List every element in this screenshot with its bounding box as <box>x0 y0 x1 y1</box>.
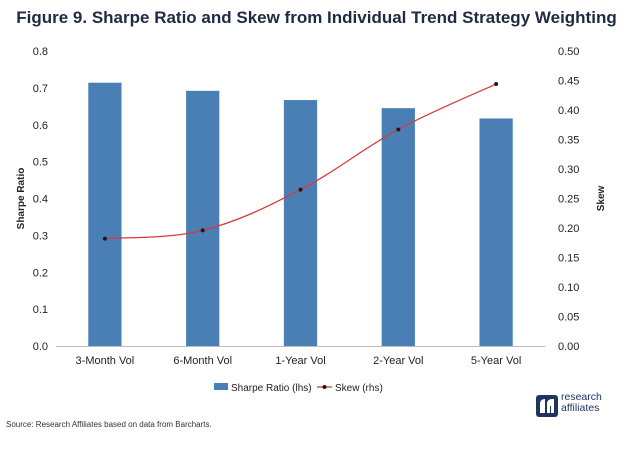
bar-series <box>88 82 513 347</box>
left-tick-label: 0.4 <box>33 194 48 206</box>
x-axis-ticks: 3-Month Vol 6-Month Vol 1-Year Vol 2-Year V… <box>76 355 522 367</box>
bar <box>283 100 318 346</box>
legend: Sharpe Ratio (lhs) Skew (rhs) <box>214 383 383 394</box>
right-tick-label: 0.25 <box>558 194 579 206</box>
left-tick-label: 0.7 <box>33 83 48 95</box>
right-axis-ticks: 0.00 0.05 0.10 0.15 0.20 0.25 0.30 0.35 0.40 0.45… <box>558 46 579 353</box>
legend-line-marker <box>322 385 327 389</box>
skew-point <box>102 236 107 241</box>
left-tick-label: 0.5 <box>33 157 48 169</box>
bar <box>88 82 122 347</box>
bar <box>186 90 220 346</box>
right-tick-label: 0.05 <box>558 312 579 324</box>
research-affiliates-logo-icon <box>536 395 558 417</box>
right-tick-label: 0.40 <box>558 105 579 117</box>
right-tick-label: 0.15 <box>558 253 579 265</box>
legend-bar-label: Sharpe Ratio (lhs) <box>231 383 312 394</box>
x-tick-label: 1-Year Vol <box>275 355 325 367</box>
chart-title: Figure 9. Sharpe Ratio and Skew from Ind… <box>16 8 617 27</box>
right-tick-label: 0.50 <box>558 46 579 58</box>
brand-logo: research affiliates <box>536 392 628 422</box>
right-tick-label: 0.00 <box>558 341 579 353</box>
legend-bar-swatch <box>214 383 228 390</box>
left-tick-label: 0.0 <box>33 341 48 353</box>
bar <box>381 108 415 346</box>
bar <box>479 118 513 346</box>
line-series <box>102 82 499 241</box>
x-tick-label: 2-Year Vol <box>373 355 423 367</box>
x-tick-label: 5-Year Vol <box>471 355 521 367</box>
left-axis-ticks: 0.0 0.1 0.2 0.3 0.4 0.5 0.6 0.7 0.8 <box>33 46 48 353</box>
right-tick-label: 0.45 <box>558 76 579 88</box>
skew-point <box>494 82 499 87</box>
left-tick-label: 0.2 <box>33 267 48 279</box>
right-tick-label: 0.30 <box>558 164 579 176</box>
legend-line-label: Skew (rhs) <box>335 383 383 394</box>
x-tick-label: 3-Month Vol <box>76 355 135 367</box>
left-tick-label: 0.1 <box>33 304 48 316</box>
x-tick-label: 6-Month Vol <box>173 355 232 367</box>
brand-line-1: research <box>561 391 602 403</box>
y2-axis-label: Skew <box>596 185 607 211</box>
left-tick-label: 0.8 <box>33 46 48 58</box>
skew-point <box>200 228 205 233</box>
left-tick-label: 0.3 <box>33 230 48 242</box>
brand-name: research affiliates <box>561 392 602 414</box>
skew-point <box>298 187 303 192</box>
left-tick-label: 0.6 <box>33 120 48 132</box>
y-axis-label: Sharpe Ratio <box>16 168 27 230</box>
brand-line-2: affiliates <box>561 402 600 414</box>
right-tick-label: 0.35 <box>558 135 579 147</box>
skew-point <box>396 127 401 132</box>
right-tick-label: 0.10 <box>558 282 579 294</box>
source-note: Source: Research Affiliates based on dat… <box>6 420 212 429</box>
right-tick-label: 0.20 <box>558 223 579 235</box>
